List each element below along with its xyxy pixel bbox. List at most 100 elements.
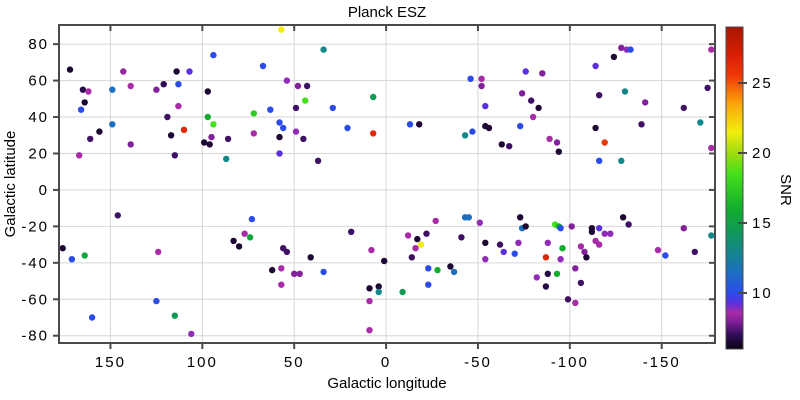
data-point (546, 135, 553, 143)
x-tick-label: -150 (643, 354, 681, 371)
data-point (592, 62, 599, 70)
data-point (500, 248, 507, 256)
data-point (186, 68, 193, 75)
data-point (348, 228, 355, 235)
data-point (610, 53, 618, 61)
data-point (528, 97, 535, 104)
data-point (85, 88, 92, 95)
data-point (618, 44, 625, 51)
data-point (230, 237, 237, 245)
data-point (68, 256, 76, 263)
data-point (416, 121, 423, 128)
data-point (329, 104, 336, 112)
data-point (235, 243, 243, 250)
data-point (697, 119, 704, 126)
data-point (544, 270, 551, 277)
y-tick-label: 60 (28, 73, 49, 90)
data-point (642, 99, 649, 106)
data-point (518, 90, 526, 97)
axis-ticks (53, 25, 715, 349)
data-point (160, 81, 167, 88)
data-point (601, 230, 608, 237)
data-point (568, 223, 575, 230)
data-point (476, 219, 483, 226)
data-point (485, 124, 493, 132)
data-point (654, 246, 662, 254)
data-point (283, 248, 291, 256)
data-point (276, 133, 283, 141)
data-point (171, 312, 178, 319)
data-point (553, 139, 561, 146)
data-point (292, 104, 300, 112)
data-point (366, 285, 373, 292)
data-point (482, 102, 489, 110)
data-point (478, 82, 485, 90)
data-point (588, 228, 596, 235)
data-point (583, 254, 590, 261)
grid-lines (59, 25, 715, 343)
data-point (114, 212, 122, 219)
data-point (577, 279, 585, 287)
axis-tick-labels: 150 100 50 0 -50 -100 -150 -80 -60 -40 -20 0 20 40 60 8… (21, 36, 681, 371)
data-point (680, 225, 687, 232)
colorbar (725, 26, 744, 350)
data-point (572, 299, 579, 307)
data-point (153, 297, 160, 305)
data-point (478, 75, 485, 83)
data-point (557, 256, 564, 263)
data-point (206, 141, 213, 148)
data-point (366, 297, 373, 305)
x-tick-label: -100 (551, 354, 589, 371)
y-tick-label: -60 (21, 291, 49, 308)
data-point (291, 270, 298, 277)
data-point (596, 241, 603, 248)
data-point (375, 283, 382, 290)
data-point (344, 124, 351, 132)
x-tick-label: 150 (95, 354, 126, 371)
data-point (292, 128, 300, 135)
data-point (553, 270, 561, 277)
data-point (171, 152, 178, 159)
data-point (250, 110, 257, 117)
data-point (425, 281, 432, 288)
data-point (87, 135, 94, 143)
data-point (223, 155, 230, 163)
data-point (581, 248, 588, 256)
data-point (294, 82, 302, 90)
data-point (517, 122, 524, 130)
data-point (76, 152, 83, 159)
data-point (276, 150, 283, 157)
data-point (535, 104, 542, 112)
y-tick-label: 0 (39, 182, 49, 199)
data-point (153, 86, 160, 93)
data-point (461, 132, 469, 139)
colorbar-label: SNR (777, 174, 794, 206)
data-point (120, 68, 127, 75)
data-point (539, 70, 546, 77)
data-point (432, 217, 439, 225)
data-point (465, 214, 472, 221)
data-point (408, 254, 415, 261)
data-point (542, 283, 550, 290)
data-point (621, 88, 629, 95)
data-point (79, 86, 87, 93)
data-point (704, 84, 711, 92)
data-point (517, 214, 524, 221)
data-point (638, 121, 645, 128)
data-point (414, 235, 421, 243)
data-point (302, 97, 309, 104)
data-point (406, 121, 414, 128)
data-point (314, 157, 322, 164)
data-point (164, 113, 171, 121)
y-axis-label: Galactic latitude (2, 131, 19, 238)
data-point (210, 51, 217, 59)
data-point (366, 327, 373, 334)
data-point (283, 77, 291, 84)
data-point (381, 257, 388, 265)
data-point (241, 230, 248, 237)
data-point (412, 245, 419, 252)
data-point (280, 124, 287, 132)
data-point (127, 141, 134, 148)
data-point (88, 314, 96, 321)
